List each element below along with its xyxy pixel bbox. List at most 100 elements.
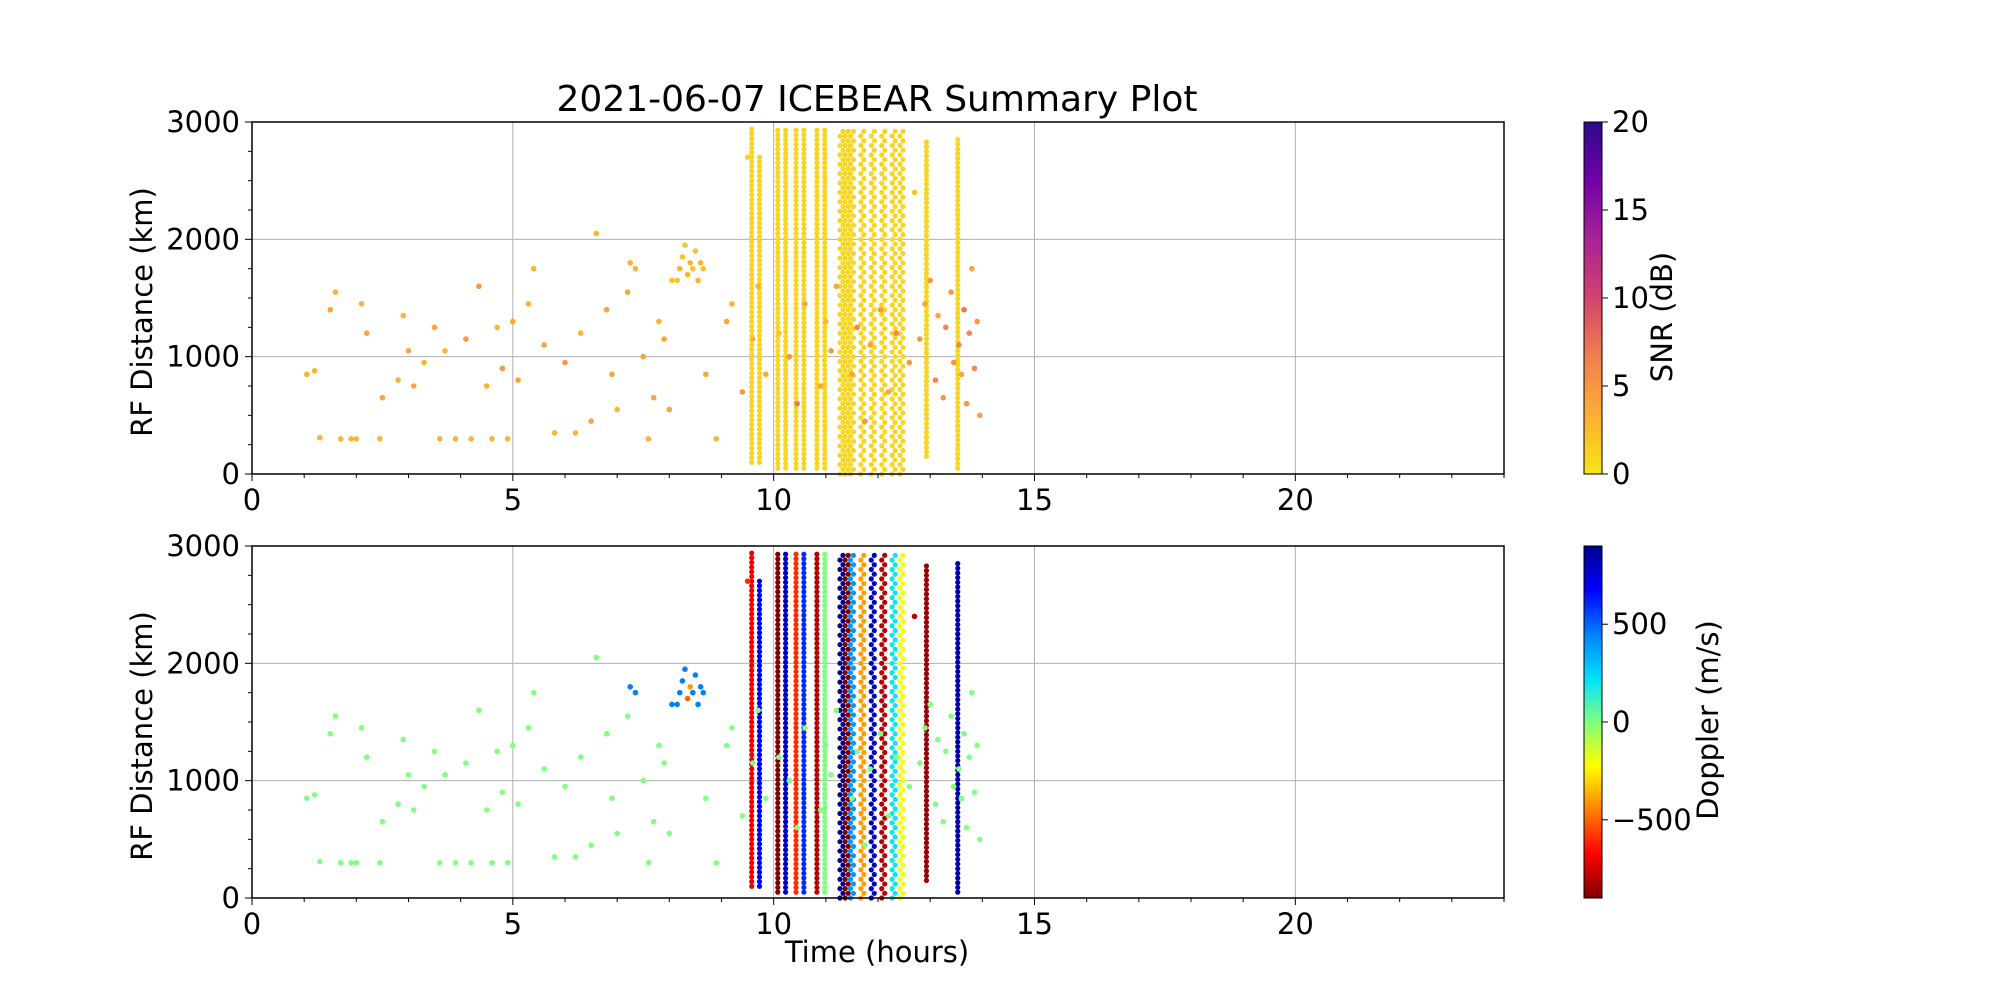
data-point bbox=[793, 603, 798, 608]
data-point bbox=[822, 231, 827, 236]
data-point bbox=[814, 132, 819, 137]
data-point bbox=[354, 436, 360, 442]
data-point bbox=[869, 209, 874, 214]
data-point bbox=[955, 777, 960, 782]
data-point bbox=[851, 675, 856, 680]
data-point bbox=[890, 783, 895, 788]
data-point bbox=[924, 233, 929, 238]
data-point bbox=[814, 692, 819, 697]
data-point bbox=[840, 891, 845, 896]
data-point bbox=[793, 664, 798, 669]
data-point bbox=[882, 194, 887, 199]
data-point bbox=[897, 661, 902, 666]
data-point bbox=[775, 381, 780, 386]
chart-title: 2021-06-07 ICEBEAR Summary Plot bbox=[557, 79, 1198, 120]
data-point bbox=[840, 675, 845, 680]
data-point bbox=[840, 204, 845, 209]
data-point bbox=[924, 779, 929, 784]
data-point bbox=[411, 807, 417, 813]
data-point bbox=[757, 366, 762, 371]
data-point bbox=[594, 655, 600, 661]
data-point bbox=[674, 278, 680, 284]
data-point bbox=[940, 819, 946, 825]
data-point bbox=[861, 223, 866, 228]
data-point bbox=[775, 151, 780, 156]
data-point bbox=[955, 329, 960, 334]
data-point bbox=[900, 572, 905, 577]
data-point bbox=[822, 442, 827, 447]
data-point bbox=[843, 717, 848, 722]
data-point bbox=[872, 778, 877, 783]
data-point bbox=[882, 572, 887, 577]
data-point bbox=[897, 670, 902, 675]
data-point bbox=[814, 372, 819, 377]
data-point bbox=[775, 796, 780, 801]
data-point bbox=[801, 749, 806, 754]
data-point bbox=[757, 216, 762, 221]
data-point bbox=[775, 608, 780, 613]
data-point bbox=[783, 451, 788, 456]
data-point bbox=[793, 678, 798, 683]
data-point bbox=[893, 382, 898, 387]
data-point bbox=[814, 594, 819, 599]
data-point bbox=[510, 319, 516, 325]
data-point bbox=[837, 256, 842, 261]
data-point bbox=[900, 675, 905, 680]
data-point bbox=[749, 422, 754, 427]
data-point bbox=[872, 251, 877, 256]
data-point bbox=[878, 307, 884, 313]
data-point bbox=[851, 609, 856, 614]
data-point bbox=[924, 285, 929, 290]
data-point bbox=[757, 837, 762, 842]
data-point bbox=[757, 635, 762, 640]
data-point bbox=[801, 146, 806, 151]
data-point bbox=[840, 288, 845, 293]
data-point bbox=[801, 608, 806, 613]
data-point bbox=[858, 406, 863, 411]
data-point bbox=[858, 773, 863, 778]
data-point bbox=[848, 378, 853, 383]
data-point bbox=[843, 396, 848, 401]
data-point bbox=[749, 131, 754, 136]
data-point bbox=[814, 466, 819, 471]
data-point bbox=[974, 319, 980, 325]
data-point bbox=[848, 830, 853, 835]
data-point bbox=[924, 435, 929, 440]
data-point bbox=[531, 266, 537, 272]
data-point bbox=[917, 760, 923, 766]
data-point bbox=[848, 783, 853, 788]
data-point bbox=[783, 810, 788, 815]
data-point bbox=[749, 248, 754, 253]
data-point bbox=[783, 236, 788, 241]
data-point bbox=[793, 608, 798, 613]
data-point bbox=[775, 890, 780, 895]
data-point bbox=[783, 433, 788, 438]
data-point bbox=[858, 848, 863, 853]
data-point bbox=[882, 354, 887, 359]
data-point bbox=[757, 389, 762, 394]
data-point bbox=[801, 367, 806, 372]
data-point bbox=[858, 886, 863, 891]
data-point bbox=[846, 251, 851, 256]
data-point bbox=[783, 390, 788, 395]
data-point bbox=[757, 794, 762, 799]
data-point bbox=[890, 406, 895, 411]
data-point bbox=[793, 151, 798, 156]
data-point bbox=[879, 764, 884, 769]
data-point bbox=[893, 204, 898, 209]
data-point bbox=[749, 314, 754, 319]
data-point bbox=[879, 133, 884, 138]
data-point bbox=[848, 745, 853, 750]
data-point bbox=[814, 311, 819, 316]
data-point bbox=[793, 871, 798, 876]
data-point bbox=[843, 792, 848, 797]
data-point bbox=[848, 717, 853, 722]
data-point bbox=[869, 443, 874, 448]
data-point bbox=[872, 844, 877, 849]
data-point bbox=[757, 164, 762, 169]
data-point bbox=[822, 259, 827, 264]
data-point bbox=[897, 171, 902, 176]
data-point bbox=[793, 170, 798, 175]
data-point bbox=[858, 256, 863, 261]
data-point bbox=[848, 886, 853, 891]
